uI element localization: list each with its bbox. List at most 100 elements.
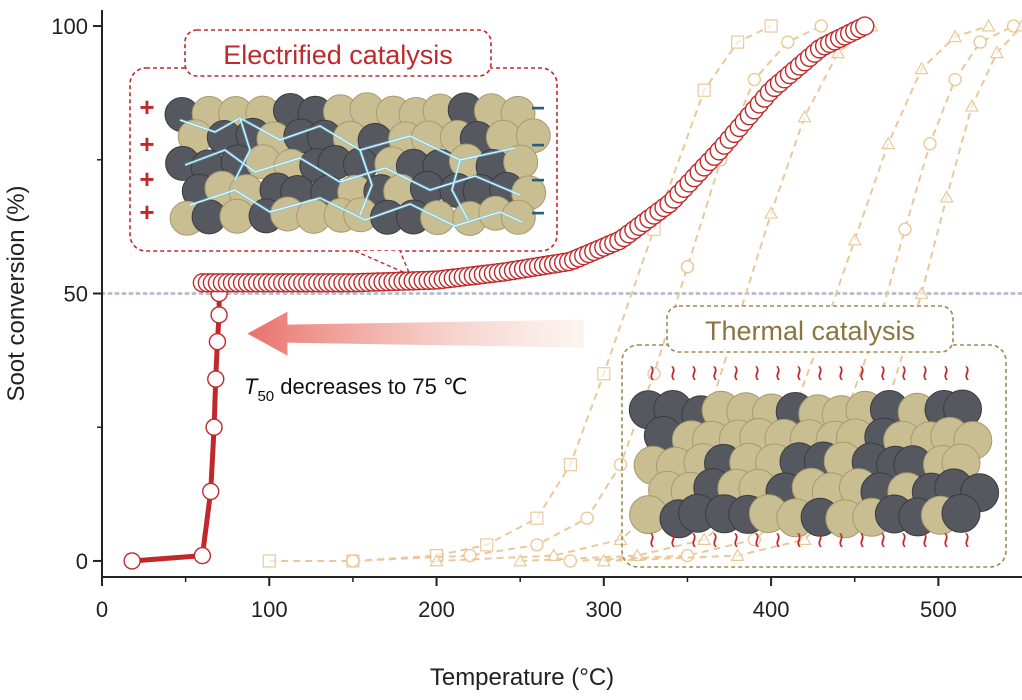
heat-wave-bottom-6: ≀ xyxy=(774,527,782,552)
series-0-point-6 xyxy=(210,306,228,324)
series-4-point-2 xyxy=(613,532,628,545)
thermal-inset: Thermal catalysis ≀ ≀ ≀ ≀ ≀ ≀ ≀ ≀ ≀ ≀ ≀ ≀ ≀ ≀ ≀ ≀ ≀ ≀ ≀ ≀ ≀ ≀… xyxy=(621,305,1007,568)
heat-wave-top-10: ≀ xyxy=(858,360,866,385)
series-4-point-8 xyxy=(830,45,846,59)
series-2-point-0 xyxy=(262,554,276,568)
heat-wave-top-5: ≀ xyxy=(753,360,761,385)
heat-wave-top-1: ≀ xyxy=(669,360,677,385)
x-tick-label-400: 400 xyxy=(753,597,790,622)
electrified-title-frame xyxy=(184,29,492,77)
electrified-particle-bed xyxy=(164,92,551,236)
heat-wave-top-0: ≀ xyxy=(648,360,656,385)
plus-sign-1: + xyxy=(139,129,154,159)
heat-wave-top-9: ≀ xyxy=(837,360,845,385)
heat-wave-top-12: ≀ xyxy=(900,360,908,385)
heat-wave-bottom-2: ≀ xyxy=(690,527,698,552)
series-7-point-1 xyxy=(730,548,745,562)
minus-sign-1: − xyxy=(531,132,545,159)
series-0-point-1 xyxy=(193,546,212,565)
lightning-bolt-0 xyxy=(179,117,516,161)
lightning-bolt-1 xyxy=(184,149,521,196)
series-2-point-8 xyxy=(697,83,711,97)
y-tick-label-100: 100 xyxy=(51,14,88,39)
series-0-point-3 xyxy=(205,418,223,436)
heat-wave-bottom-11: ≀ xyxy=(879,527,887,552)
series-6-point-7 xyxy=(923,137,937,151)
heat-wave-bottom-12: ≀ xyxy=(900,527,908,552)
series-6-point-2 xyxy=(747,532,762,547)
heat-wave-top-14: ≀ xyxy=(942,360,950,385)
series-3-point-5 xyxy=(647,367,661,381)
x-tick-label-200: 200 xyxy=(418,597,455,622)
heat-wave-top-11: ≀ xyxy=(879,360,887,385)
t50-arrow-layer xyxy=(247,311,584,356)
x-tick-label-0: 0 xyxy=(96,597,108,622)
x-tick-label-300: 300 xyxy=(585,597,622,622)
series-6-point-6 xyxy=(898,222,912,237)
series-7-point-0 xyxy=(596,553,611,567)
light-particle-69 xyxy=(500,199,536,235)
series-5-point-8 xyxy=(914,61,929,75)
series-7-point-6 xyxy=(939,189,954,203)
x-axis-title: Temperature (°C) xyxy=(430,664,614,691)
series-3-point-9 xyxy=(781,35,795,49)
series-0-point-5 xyxy=(208,332,227,351)
thermal-title: Thermal catalysis xyxy=(705,316,915,346)
y-tick-label-50: 50 xyxy=(64,282,88,307)
heat-wave-bottom-10: ≀ xyxy=(858,527,866,552)
axes: 0 100 200 300 400 500 0 50 100 Temperature (°C) So… xyxy=(3,10,1022,691)
plus-sign-0: + xyxy=(139,92,154,122)
series-5-point-2 xyxy=(697,532,712,545)
marker-layer xyxy=(123,16,875,570)
series-5-point-10 xyxy=(981,18,996,32)
y-axis-title: Soot conversion (%) xyxy=(3,185,30,401)
series-6-point-9 xyxy=(973,35,987,49)
heat-wave-bottom-1: ≀ xyxy=(669,527,677,552)
series-3-point-2 xyxy=(530,538,544,552)
t50-subscript: 50 xyxy=(257,388,274,405)
series-4-point-1 xyxy=(546,548,561,562)
heat-wave-bottom-15: ≀ xyxy=(963,527,971,552)
heat-wave-bottom-8: ≀ xyxy=(816,527,824,552)
series-4-point-7 xyxy=(797,109,812,123)
heat-wave-bottom-3: ≀ xyxy=(711,527,719,552)
series-3-point-0 xyxy=(346,554,360,568)
heat-wave-bottom-13: ≀ xyxy=(921,527,929,552)
heat-wave-bottom-5: ≀ xyxy=(753,527,761,552)
series-3-point-4 xyxy=(613,457,628,472)
thermal-title-frame xyxy=(666,305,954,353)
lightning-bolt-3 xyxy=(234,117,469,221)
series-1-point-132 xyxy=(855,16,875,36)
series-2-point-10 xyxy=(764,19,778,33)
series-2-point-4 xyxy=(530,511,544,525)
series-4-point-0 xyxy=(429,553,444,567)
electrode-signs: + − + − + − + − xyxy=(139,92,545,227)
series-3-point-3 xyxy=(580,511,594,525)
heat-wave-top-13: ≀ xyxy=(921,360,929,385)
series-5-point-7 xyxy=(881,136,896,150)
series-4-line xyxy=(436,25,873,562)
thermal-particle-bed xyxy=(628,389,1000,539)
t50-text: decreases to 75 ℃ xyxy=(274,374,467,399)
heat-wave-top-6: ≀ xyxy=(774,360,782,385)
heat-wave-bottom-4: ≀ xyxy=(732,527,740,552)
series-7-point-8 xyxy=(989,45,1004,59)
electrified-inset: Electrified catalysis + − + − + − + − xyxy=(129,29,558,277)
series-2-point-3 xyxy=(480,538,494,552)
heat-wave-bottom-9: ≀ xyxy=(837,527,845,552)
heat-wave-bottom-14: ≀ xyxy=(942,527,950,552)
t50-symbol: T xyxy=(244,374,259,399)
heat-waves: ≀ ≀ ≀ ≀ ≀ ≀ ≀ ≀ ≀ ≀ ≀ ≀ ≀ ≀ ≀ ≀ ≀ ≀ ≀ ≀ ≀ ≀ ≀ ≀ ≀ ≀ ≀ ≀ ≀ ≀ ≀ ≀ xyxy=(648,360,971,552)
plus-sign-3: + xyxy=(139,197,154,227)
plus-sign-2: + xyxy=(139,164,154,194)
dark-particle-69 xyxy=(941,493,981,533)
t50-annotation: T50 decreases to 75 ℃ xyxy=(244,374,468,405)
series-7-point-5 xyxy=(914,286,929,299)
x-tick-label-100: 100 xyxy=(251,597,288,622)
series-5-point-9 xyxy=(948,29,963,43)
lightning-bolt-2 xyxy=(189,189,523,227)
series-2-point-6 xyxy=(597,367,611,381)
heat-wave-top-8: ≀ xyxy=(816,360,824,385)
series-5-point-0 xyxy=(513,553,528,567)
